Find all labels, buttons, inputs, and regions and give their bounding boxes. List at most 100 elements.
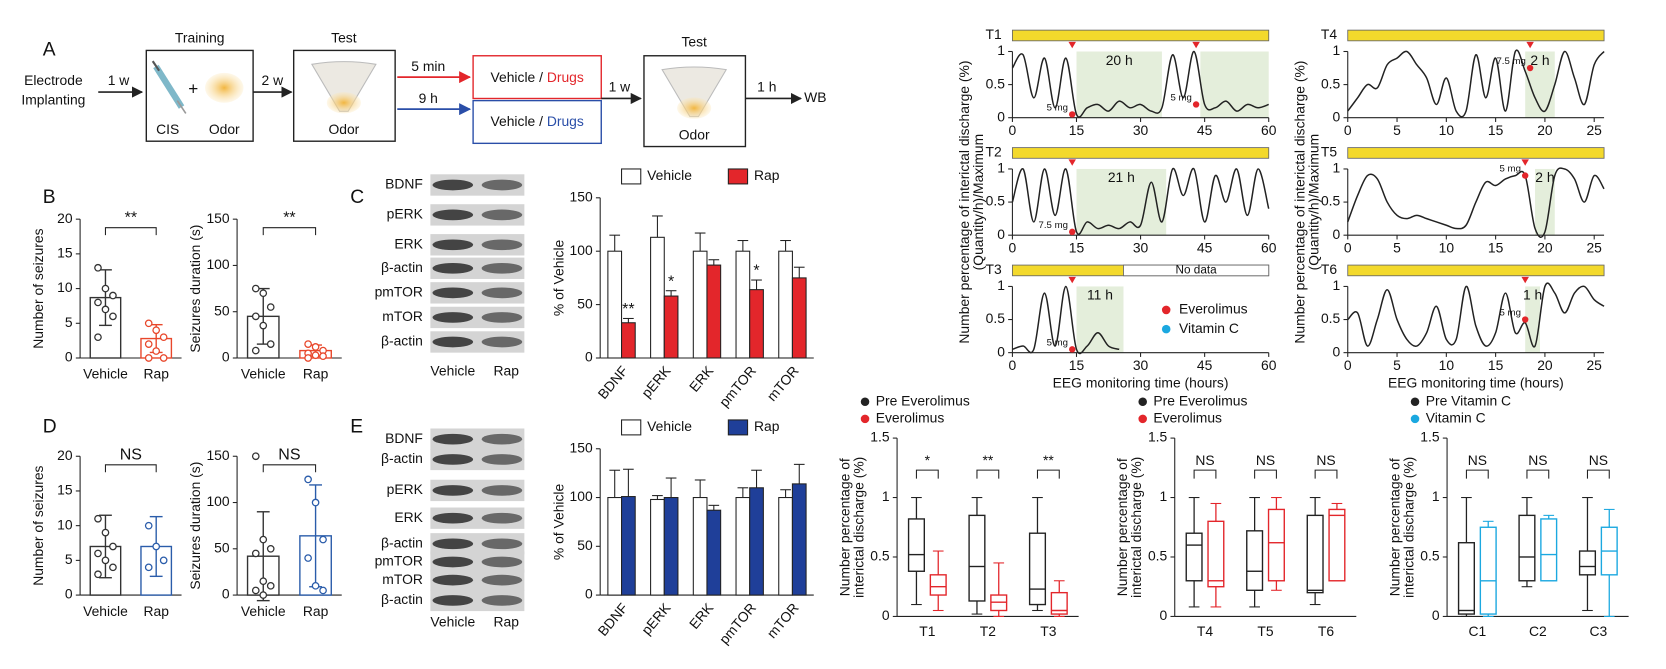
status-bar xyxy=(1011,147,1270,159)
y-tick-label: 0 xyxy=(997,108,1005,124)
significance-bracket xyxy=(262,227,317,236)
blot-label: mTOR xyxy=(382,308,423,324)
bar xyxy=(607,250,623,359)
bar xyxy=(778,250,793,359)
y-axis-label: % of Vehicle xyxy=(550,483,566,560)
blot-band xyxy=(432,595,474,606)
blot-band xyxy=(432,262,474,274)
y-tick-label: 0 xyxy=(65,349,73,365)
highlight-region xyxy=(1535,168,1555,236)
legend-marker xyxy=(1161,305,1171,315)
x-tick-label: 60 xyxy=(1261,240,1277,256)
bar xyxy=(706,509,722,596)
legend-swatch xyxy=(727,419,749,436)
x-tick-label: 20 xyxy=(1537,122,1553,138)
panel-letter: B xyxy=(43,187,56,208)
box xyxy=(1479,526,1497,615)
blot-label: pmTOR xyxy=(375,284,423,300)
x-tick-label: pmTOR xyxy=(716,363,759,410)
y-axis-label: Seizures duration (s) xyxy=(187,225,203,353)
legend-label: Rap xyxy=(754,167,780,183)
blot-label: β-actin xyxy=(381,534,423,550)
y-axis-label: Seizures duration (s) xyxy=(187,462,203,590)
y-tick-label: 1.5 xyxy=(870,429,890,445)
x-tick-label: 0 xyxy=(1009,240,1017,256)
y-tick-label: 150 xyxy=(570,439,593,455)
x-tick-label: Vehicle xyxy=(241,603,286,619)
x-tick-label: 5 xyxy=(1393,240,1401,256)
box xyxy=(1518,514,1536,582)
y-tick-label: 50 xyxy=(577,295,593,311)
x-tick-label: Vehicle xyxy=(241,366,286,382)
significance-bracket xyxy=(1465,469,1489,479)
legend-label: Pre Everolimus xyxy=(876,392,970,408)
x-tick-label: T4 xyxy=(1197,623,1213,639)
x-tick-label: Rap xyxy=(303,366,329,382)
trial-title: T6 xyxy=(1321,261,1337,277)
x-tick-label: 25 xyxy=(1586,357,1602,373)
x-tick-label: 5 xyxy=(1393,357,1401,373)
y-tick-label: 1 xyxy=(1333,160,1341,176)
blot-band xyxy=(481,433,523,445)
blot-strip xyxy=(430,331,525,353)
legend-label: Pre Everolimus xyxy=(1153,392,1247,408)
bar xyxy=(706,264,722,359)
bar xyxy=(749,487,764,596)
y-tick-label: 50 xyxy=(214,302,230,318)
chart: 21 h T2 0 0.5 1 Number percentage of interict… xyxy=(956,61,1277,344)
chart: 0 50 100 150 % of Vehicle Vehicle Rap BDNF pERK E… xyxy=(550,418,814,647)
x-tick-label: T5 xyxy=(1257,623,1273,639)
y-tick-label: 5 xyxy=(65,314,73,330)
panel-letter: D xyxy=(43,416,57,437)
highlight-region xyxy=(1200,51,1269,118)
dose-point xyxy=(1069,228,1076,236)
dose-point xyxy=(1521,172,1529,179)
significance-bracket xyxy=(1254,469,1277,479)
blot-label: mTOR xyxy=(382,571,423,587)
dose-tick xyxy=(1526,41,1534,49)
box xyxy=(1207,520,1225,588)
significance-label: ** xyxy=(1043,452,1054,468)
odor-icon xyxy=(205,72,244,103)
data-point xyxy=(311,351,320,360)
x-tick-label: 0 xyxy=(1344,240,1352,256)
significance-label: NS xyxy=(278,446,300,463)
dose-tick xyxy=(1068,276,1076,284)
bar xyxy=(778,497,793,596)
x-tick-label: C2 xyxy=(1529,623,1547,639)
legend-label: Vitamin C xyxy=(1426,410,1486,426)
y-tick-label: 100 xyxy=(570,242,593,258)
y-axis-label: (Quantity/h)/Maximum xyxy=(1305,134,1321,270)
x-tick-label: 10 xyxy=(1439,240,1455,256)
treatment-label: Vehicle / Drugs xyxy=(491,69,584,85)
western-blot: BDNF pERK ERK β-actin pmTOR mTOR β-actin Vehicl… xyxy=(375,174,525,379)
data-point xyxy=(251,312,260,321)
x-tick-label: C3 xyxy=(1589,623,1607,639)
y-tick-label: 50 xyxy=(577,537,593,553)
blot-strip xyxy=(430,204,525,226)
chart: 20 h T1 0 0.5 1 0 15 30 45 60 5 mg 5 mg xyxy=(986,26,1277,138)
blot-strip xyxy=(430,306,525,329)
interval-label: 9 h xyxy=(419,90,438,106)
interval-label: 2 w xyxy=(262,72,285,88)
x-tick-label: T1 xyxy=(919,623,935,639)
y-tick-label: 0 xyxy=(585,586,593,602)
x-tick-label: Rap xyxy=(143,603,169,619)
y-tick-label: 0.5 xyxy=(986,310,1006,326)
treatment-box xyxy=(472,55,602,100)
dose-tick xyxy=(1192,41,1200,49)
blot-band xyxy=(481,312,523,323)
dose-label: 5 mg xyxy=(1047,103,1068,114)
y-tick-label: 0 xyxy=(882,607,890,623)
bar xyxy=(749,289,764,359)
box xyxy=(907,518,926,572)
y-axis-label: (Quantity/h)/Maximum xyxy=(970,134,986,270)
blot-strip xyxy=(430,589,525,612)
data-point xyxy=(251,549,260,558)
blot-band xyxy=(481,556,523,568)
test-cone xyxy=(310,61,377,112)
x-tick-label: Vehicle xyxy=(83,603,128,619)
discharge-line xyxy=(1347,167,1605,238)
